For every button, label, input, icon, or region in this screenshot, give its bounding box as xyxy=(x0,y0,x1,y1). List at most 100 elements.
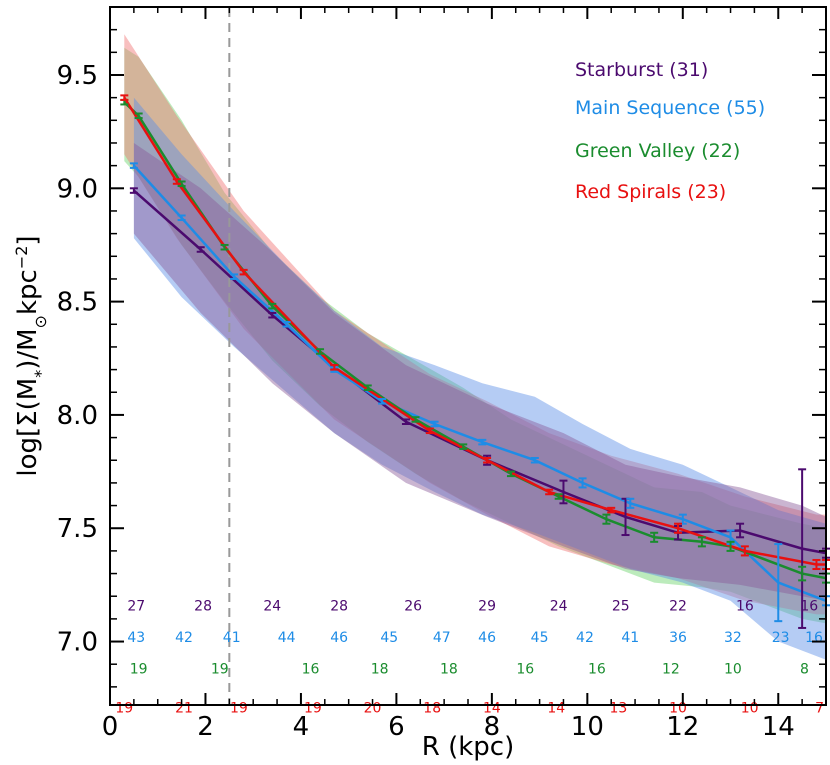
count-main-sequence: 43 xyxy=(127,630,145,646)
count-main-sequence: 16 xyxy=(805,630,823,646)
errorbar-red-spirals xyxy=(674,522,683,534)
x-tick-label: 2 xyxy=(197,712,214,742)
count-main-sequence: 44 xyxy=(278,630,296,646)
errorbar-green-valley xyxy=(697,536,706,548)
count-starburst: 16 xyxy=(800,598,818,614)
count-red-spirals: 13 xyxy=(609,700,627,716)
band-starburst xyxy=(133,143,826,601)
x-tick-label: 4 xyxy=(293,712,310,742)
x-tick-label: 10 xyxy=(571,712,604,742)
count-main-sequence: 36 xyxy=(669,630,687,646)
count-main-sequence: 41 xyxy=(621,630,639,646)
y-axis: 7.0 7.5 8.0 8.5 9.0 9.5 xyxy=(57,6,826,688)
errorbar-red-spirals xyxy=(607,506,616,514)
count-red-spirals: 14 xyxy=(547,700,565,716)
count-main-sequence: 46 xyxy=(478,630,496,646)
count-main-sequence: 45 xyxy=(531,630,549,646)
band-green-valley xyxy=(124,47,826,624)
line-red-spirals xyxy=(123,96,826,566)
legend: Starburst (31) Main Sequence (55) Green … xyxy=(575,59,765,203)
errorbar-red-spirals xyxy=(425,427,434,435)
errorbar-main-sequence xyxy=(578,477,587,489)
line-starburst xyxy=(133,189,826,555)
errorbar-red-spirals xyxy=(120,94,129,101)
band-red-spirals xyxy=(124,34,826,615)
errorbar-main-sequence xyxy=(530,456,539,464)
errorbar-starburst xyxy=(129,187,138,194)
count-main-sequence: 23 xyxy=(772,630,790,646)
errorbar-main-sequence xyxy=(378,398,387,405)
errorbar-starburst xyxy=(401,418,410,425)
count-red-spirals: 7 xyxy=(815,700,824,716)
errorbar-green-valley xyxy=(798,565,807,582)
x-axis: 0 2 4 6 8 10 12 14 xyxy=(102,7,803,742)
errorbar-green-valley xyxy=(726,540,735,552)
x-tick-label: 0 xyxy=(102,712,119,742)
errorbar-main-sequence xyxy=(177,214,186,222)
x-tick-label: 6 xyxy=(388,712,405,742)
count-green-valley: 16 xyxy=(302,662,320,678)
y-tick-label: 8.0 xyxy=(57,401,98,431)
errorbar-main-sequence xyxy=(129,162,138,169)
errorbar-green-valley xyxy=(220,243,229,251)
errorbar-green-valley xyxy=(506,470,515,478)
y-tick-label: 9.5 xyxy=(57,61,98,91)
count-green-valley: 12 xyxy=(662,662,680,678)
confidence-bands xyxy=(124,34,826,660)
count-green-valley: 8 xyxy=(800,662,809,678)
count-green-valley: 16 xyxy=(588,662,606,678)
count-main-sequence: 42 xyxy=(175,630,193,646)
legend-main-sequence: Main Sequence (55) xyxy=(575,97,765,119)
errorbar-main-sequence xyxy=(774,543,783,623)
legend-green-valley: Green Valley (22) xyxy=(575,140,740,162)
errorbar-red-spirals xyxy=(483,456,492,464)
count-green-valley: 16 xyxy=(516,662,534,678)
count-green-valley: 18 xyxy=(440,662,458,678)
y-tick-label: 8.5 xyxy=(57,288,98,318)
errorbar-green-valley xyxy=(650,531,659,543)
count-main-sequence: 46 xyxy=(330,630,348,646)
errorbar-green-valley xyxy=(554,493,563,500)
count-main-sequence: 45 xyxy=(380,630,398,646)
count-starburst: 24 xyxy=(263,598,281,614)
errorbar-main-sequence xyxy=(626,497,635,509)
errorbar-starburst xyxy=(268,311,277,319)
count-green-valley: 18 xyxy=(371,662,389,678)
count-starburst: 27 xyxy=(127,598,145,614)
y-tick-label: 9.0 xyxy=(57,174,98,204)
count-starburst: 22 xyxy=(669,598,687,614)
count-starburst: 29 xyxy=(478,598,496,614)
errorbar-green-valley xyxy=(316,348,325,355)
errorbar-starburst xyxy=(559,479,568,505)
legend-red-spirals: Red Spirals (23) xyxy=(575,181,726,203)
errorbar-green-valley xyxy=(134,112,143,120)
errorbar-green-valley xyxy=(602,513,611,525)
errorbar-red-spirals xyxy=(172,178,181,185)
errorbar-main-sequence xyxy=(430,420,439,428)
count-red-spirals: 19 xyxy=(230,700,248,716)
errorbar-red-spirals xyxy=(330,364,339,371)
errorbar-starburst xyxy=(736,522,745,539)
count-starburst: 26 xyxy=(404,598,422,614)
legend-starburst: Starburst (31) xyxy=(575,59,708,81)
count-main-sequence: 42 xyxy=(576,630,594,646)
count-red-spirals: 18 xyxy=(423,700,441,716)
count-green-valley: 19 xyxy=(211,662,229,678)
x-tick-label: 12 xyxy=(666,712,699,742)
y-axis-title: log[Σ(M*)/M⊙kpc−2] xyxy=(12,235,50,476)
y-tick-label: 7.5 xyxy=(57,514,98,544)
errorbar-green-valley xyxy=(363,384,372,391)
sample-counts: 27 28 24 28 26 29 24 25 22 16 16 43 42 41 44 46 45 47 46 45… xyxy=(115,598,824,716)
errorbar-starburst xyxy=(196,246,205,253)
errorbar-red-spirals xyxy=(545,488,554,496)
count-main-sequence: 32 xyxy=(724,630,742,646)
count-red-spirals: 10 xyxy=(741,700,759,716)
x-tick-label: 14 xyxy=(762,712,795,742)
error-bars xyxy=(120,94,830,629)
errorbar-starburst xyxy=(798,468,807,629)
count-main-sequence: 47 xyxy=(433,630,451,646)
errorbar-green-valley xyxy=(268,302,277,310)
errorbar-green-valley xyxy=(411,416,420,423)
count-green-valley: 19 xyxy=(130,662,148,678)
